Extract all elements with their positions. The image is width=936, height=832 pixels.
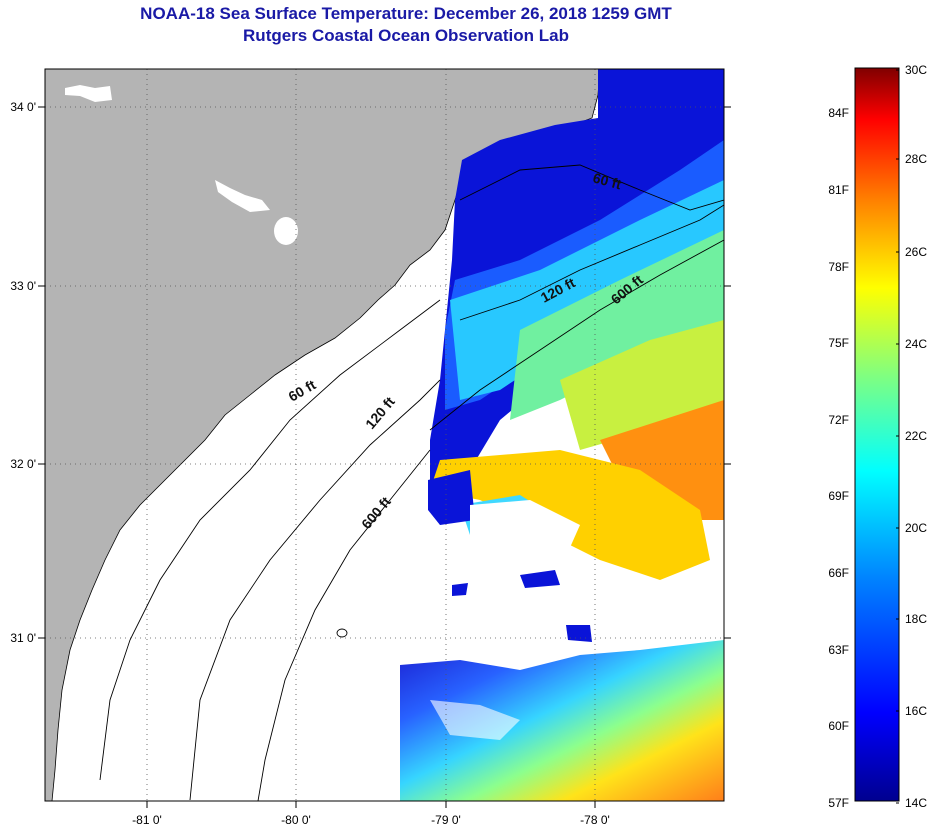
colorbar: 84F 81F 78F 75F 72F 69F 66F 63F 60F 57F 30C 28C 26C… [828,63,927,810]
colorbar-c-label: 20C [905,521,927,535]
colorbar-c-label: 24C [905,337,927,351]
colorbar-c-label: 14C [905,796,927,810]
contour-label-60ft-offshore: 60 ft [591,169,623,192]
colorbar-f-label: 75F [828,336,849,350]
colorbar-celsius-labels: 30C 28C 26C 24C 22C 20C 18C 16C 14C [905,63,927,810]
contour-600ft-coast [257,449,431,801]
colorbar-f-label: 84F [828,106,849,120]
colorbar-f-label: 60F [828,719,849,733]
contour-600ft [429,239,724,431]
lat-label-32: 32 0' [10,457,36,471]
contour-60ft-coast [99,299,441,781]
colorbar-f-label: 66F [828,566,849,580]
lon-label-81: -81 0' [132,813,162,827]
colorbar-fahrenheit-labels: 84F 81F 78F 75F 72F 69F 66F 63F 60F 57F [828,106,849,810]
lon-label-78: -78 0' [580,813,610,827]
lat-label-33: 33 0' [10,279,36,293]
map-title: NOAA-18 Sea Surface Temperature: Decembe… [140,4,672,23]
lake-2 [215,180,270,212]
colorbar-gradient [854,67,900,802]
colorbar-f-label: 63F [828,643,849,657]
contour-60ft [459,164,724,211]
lake-3 [274,217,298,245]
colorbar-ticks [896,69,899,804]
lake-1 [65,85,112,102]
sst-swath [400,69,724,801]
lon-label-79: -79 0' [431,813,461,827]
colorbar-f-label: 78F [828,260,849,274]
colorbar-f-label: 57F [828,796,849,810]
map-frame [44,68,725,802]
contour-120ft [459,204,724,321]
map-subtitle: Rutgers Coastal Ocean Observation Lab [243,26,569,45]
colorbar-c-label: 28C [905,152,927,166]
lon-label-80: -80 0' [281,813,311,827]
depth-contours [99,164,724,801]
lat-label-31: 31 0' [10,631,36,645]
contour-120ft-coast [189,379,441,801]
map-ticks [38,106,731,808]
colorbar-c-label: 16C [905,704,927,718]
colorbar-c-label: 26C [905,245,927,259]
colorbar-c-label: 30C [905,63,927,77]
colorbar-c-label: 18C [905,612,927,626]
map-area: 60 ft 120 ft 600 ft 60 ft 120 ft 600 ft [45,69,724,801]
colorbar-f-label: 72F [828,413,849,427]
colorbar-f-label: 81F [828,183,849,197]
graticule [45,69,724,801]
lat-label-34: 34 0' [10,100,36,114]
colorbar-c-label: 22C [905,429,927,443]
colorbar-f-label: 69F [828,489,849,503]
